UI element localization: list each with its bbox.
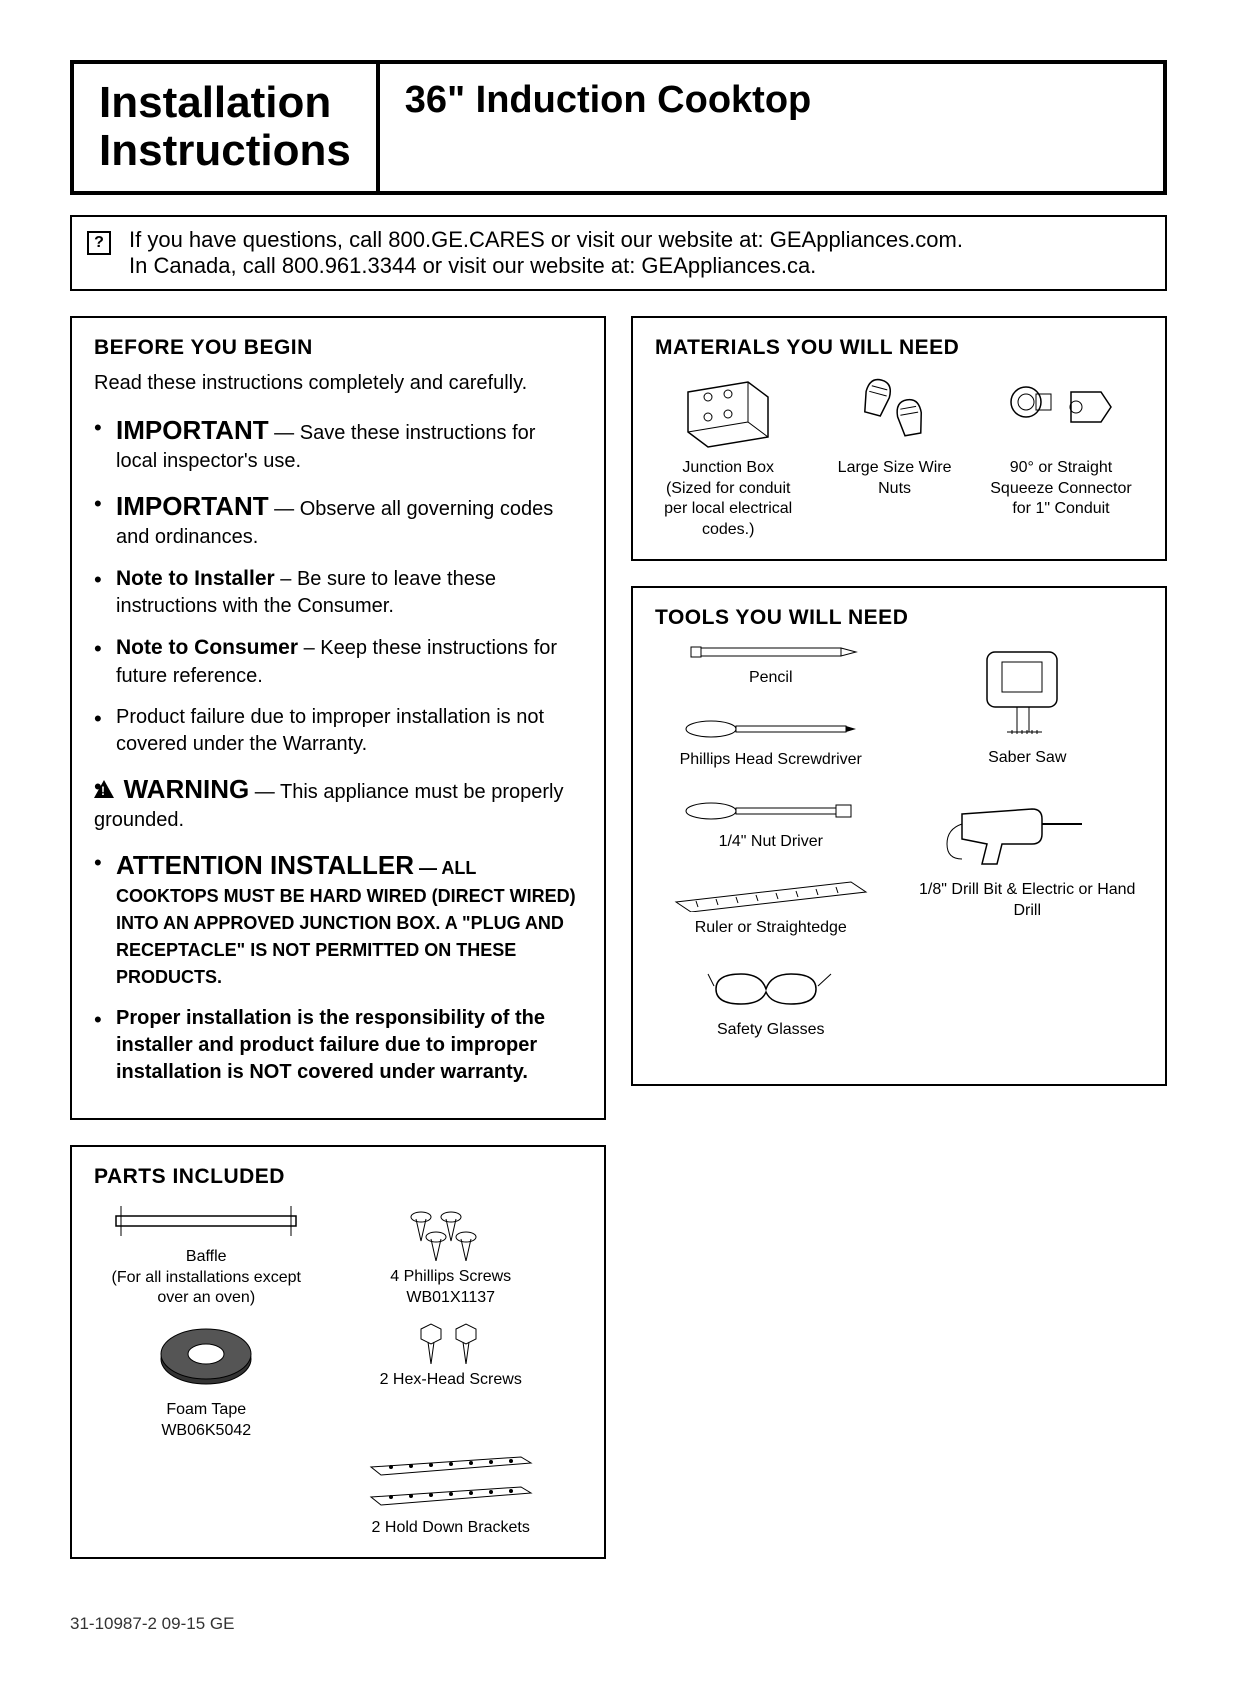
tool-pencil: Pencil <box>655 642 887 689</box>
part-spacer <box>94 1452 318 1539</box>
tool-drill: 1/8" Drill Bit & Electric or Hand Drill <box>912 794 1144 922</box>
warning-icon <box>94 780 114 798</box>
tools-right: Saber Saw 1/8" Drill Bit & Electric or H… <box>912 642 1144 1066</box>
bullet-warning: WARNING — This appliance must be properl… <box>94 772 582 834</box>
before-list: IMPORTANT — Save these instructions for … <box>94 413 582 1086</box>
label: 1/8" Drill Bit & Electric or Hand Drill <box>919 881 1135 919</box>
footer-text: 31-10987-2 09-15 GE <box>70 1614 1167 1634</box>
main-columns: BEFORE YOU BEGIN Read these instructions… <box>70 316 1167 1584</box>
lead: ATTENTION INSTALLER <box>116 850 414 880</box>
label: 90° or Straight Squeeze Connector for 1"… <box>990 459 1131 518</box>
header-title: Installation Instructions <box>74 64 380 191</box>
label: Phillips Head Screwdriver <box>680 751 862 768</box>
bullet-responsibility: Proper installation is the responsibilit… <box>94 1005 582 1086</box>
title-line2: Instructions <box>99 126 351 175</box>
bullet-note-consumer: Note to Consumer – Keep these instructio… <box>94 634 582 689</box>
label: 2 Hold Down Brackets <box>372 1519 530 1536</box>
sublabel: WB06K5042 <box>161 1422 251 1439</box>
materials-grid: Junction Box (Sized for conduit per loca… <box>655 372 1143 541</box>
tools-panel: TOOLS YOU WILL NEED Pencil Phillips Head… <box>631 586 1167 1086</box>
before-intro: Read these instructions completely and c… <box>94 372 582 395</box>
materials-title: MATERIALS YOU WILL NEED <box>655 336 1143 360</box>
bullet-warranty: Product failure due to improper installa… <box>94 704 582 758</box>
ruler-icon <box>671 877 871 912</box>
label: Safety Glasses <box>717 1021 825 1038</box>
question-icon: ? <box>87 231 111 255</box>
tools-title: TOOLS YOU WILL NEED <box>655 606 1143 630</box>
help-box: ? If you have questions, call 800.GE.CAR… <box>70 215 1167 291</box>
tools-columns: Pencil Phillips Head Screwdriver 1/4" Nu… <box>655 642 1143 1066</box>
bullet-important1: IMPORTANT — Save these instructions for … <box>94 413 582 475</box>
screws-icon <box>391 1201 511 1261</box>
help-line1: If you have questions, call 800.GE.CARES… <box>129 227 963 252</box>
brackets-icon <box>366 1452 536 1512</box>
boldplain: Proper installation is the responsibilit… <box>116 1007 545 1083</box>
glasses-icon <box>706 964 836 1014</box>
materials-panel: MATERIALS YOU WILL NEED Junction Box (Si… <box>631 316 1167 561</box>
label: Foam Tape <box>166 1401 246 1418</box>
tools-left: Pencil Phillips Head Screwdriver 1/4" Nu… <box>655 642 887 1066</box>
junction-box-icon <box>678 372 778 452</box>
label: 2 Hex-Head Screws <box>380 1371 522 1388</box>
nutdriver-icon <box>681 796 861 826</box>
part-brackets: 2 Hold Down Brackets <box>338 1452 562 1539</box>
part-hex-screws: 2 Hex-Head Screws <box>338 1319 562 1442</box>
parts-title: PARTS INCLUDED <box>94 1165 582 1189</box>
connector-icon <box>1001 372 1121 452</box>
lead: WARNING <box>124 774 250 804</box>
mat-junction-box: Junction Box (Sized for conduit per loca… <box>655 372 801 541</box>
label: Ruler or Straightedge <box>695 919 847 936</box>
wire-nuts-icon <box>850 372 940 452</box>
plain: Product failure due to improper installa… <box>116 706 544 755</box>
header-box: Installation Instructions 36" Induction … <box>70 60 1167 195</box>
bullet-note-installer: Note to Installer – Be sure to leave the… <box>94 565 582 620</box>
tool-screwdriver: Phillips Head Screwdriver <box>655 714 887 771</box>
tool-ruler: Ruler or Straightedge <box>655 877 887 939</box>
sublabel: (Sized for conduit per local electrical … <box>664 480 792 539</box>
part-foam-tape: Foam Tape WB06K5042 <box>94 1319 318 1442</box>
hex-screws-icon <box>401 1319 501 1364</box>
lead: Note to Consumer <box>116 636 298 659</box>
title-line1: Installation <box>99 78 331 127</box>
label: 4 Phillips Screws <box>390 1268 511 1285</box>
label: 1/4" Nut Driver <box>719 833 823 850</box>
label: Baffle <box>186 1248 227 1265</box>
parts-grid: Baffle (For all installations except ove… <box>94 1201 582 1539</box>
before-title: BEFORE YOU BEGIN <box>94 336 582 360</box>
part-baffle: Baffle (For all installations except ove… <box>94 1201 318 1309</box>
parts-panel: PARTS INCLUDED Baffle (For all installat… <box>70 1145 606 1559</box>
help-line2: In Canada, call 800.961.3344 or visit ou… <box>129 253 816 278</box>
tool-saw: Saber Saw <box>912 642 1144 769</box>
mat-connector: 90° or Straight Squeeze Connector for 1"… <box>988 372 1134 541</box>
screwdriver-icon <box>681 714 861 744</box>
label: Junction Box <box>682 459 774 476</box>
tool-nutdriver: 1/4" Nut Driver <box>655 796 887 853</box>
tool-glasses: Safety Glasses <box>655 964 887 1041</box>
sublabel: WB01X1137 <box>406 1289 495 1306</box>
sublabel: (For all installations except over an ov… <box>112 1269 301 1307</box>
help-text: If you have questions, call 800.GE.CARES… <box>129 227 963 279</box>
saw-icon <box>967 642 1087 742</box>
left-column: BEFORE YOU BEGIN Read these instructions… <box>70 316 606 1584</box>
mat-wire-nuts: Large Size Wire Nuts <box>821 372 967 541</box>
lead: Note to Installer <box>116 567 275 590</box>
right-column: MATERIALS YOU WILL NEED Junction Box (Si… <box>631 316 1167 1584</box>
lead: IMPORTANT <box>116 491 269 521</box>
label: Large Size Wire Nuts <box>838 459 952 497</box>
bullet-attention: ATTENTION INSTALLER — ALL COOKTOPS MUST … <box>94 848 582 991</box>
lead: IMPORTANT <box>116 415 269 445</box>
label: Pencil <box>749 669 793 686</box>
drill-icon <box>942 794 1112 874</box>
baffle-icon <box>106 1201 306 1241</box>
part-phillips-screws: 4 Phillips Screws WB01X1137 <box>338 1201 562 1309</box>
bullet-important2: IMPORTANT — Observe all governing codes … <box>94 489 582 551</box>
before-panel: BEFORE YOU BEGIN Read these instructions… <box>70 316 606 1120</box>
pencil-icon <box>681 642 861 662</box>
label: Saber Saw <box>988 749 1066 766</box>
tape-icon <box>151 1319 261 1394</box>
header-product: 36" Induction Cooktop <box>380 64 1163 191</box>
